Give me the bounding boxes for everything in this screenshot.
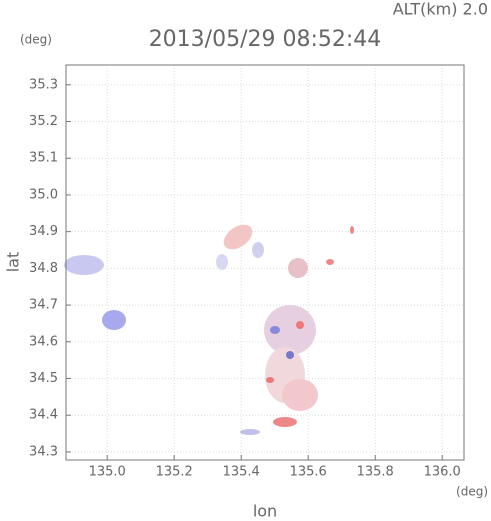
y-tick-label: 35.2 <box>29 114 58 129</box>
x-tick-label: 135.6 <box>290 465 327 480</box>
x-tick-label: 136.0 <box>424 465 461 480</box>
plot-frame <box>65 64 465 461</box>
x-unit: (deg) <box>456 485 488 499</box>
altitude-label: ALT(km) 2.0 <box>393 0 488 19</box>
y-tick-label: 35.0 <box>29 187 58 202</box>
y-tick-label: 34.6 <box>29 334 58 349</box>
chart-title: 2013/05/29 08:52:44 <box>149 27 382 52</box>
y-tick-label: 34.7 <box>29 298 58 313</box>
y-tick-label: 34.5 <box>29 371 58 386</box>
y-tick-label: 34.4 <box>29 408 58 423</box>
x-tick-label: 135.4 <box>223 465 260 480</box>
echo-field <box>64 224 354 435</box>
y-tick-label: 34.8 <box>29 261 58 276</box>
x-axis-label: lon <box>253 502 277 521</box>
y-tick-label: 34.3 <box>29 444 58 459</box>
y-axis-label: lat <box>4 252 23 273</box>
y-tick-label: 35.1 <box>29 151 58 166</box>
x-tick-label: 135.2 <box>156 465 193 480</box>
x-tick-label: 135.8 <box>357 465 394 480</box>
x-tick-label: 135.0 <box>89 465 126 480</box>
y-tick-label: 34.9 <box>29 224 58 239</box>
y-unit: (deg) <box>20 33 52 47</box>
y-tick-label: 35.3 <box>29 77 58 92</box>
